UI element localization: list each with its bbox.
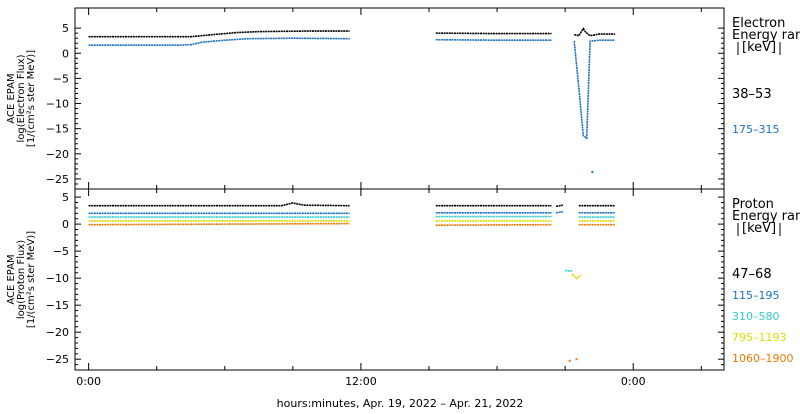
series-line-2 — [565, 269, 573, 272]
series-line-4 — [435, 223, 552, 226]
y-axis-label: ACE EPAMlog(Electron Flux)[1/(cm²s ster … — [6, 50, 37, 147]
x-axis-label: hours:minutes, Apr. 19, 2022 – Apr. 21, … — [277, 397, 524, 410]
legend-title-line: Energy ran — [732, 28, 800, 43]
plot-frame — [74, 188, 725, 371]
y-tick-label: 0 — [62, 218, 69, 231]
y-axis-label-line: [1/(cm²s ster MeV)] — [26, 50, 37, 147]
y-axis-label: ACE EPAMlog(Proton Flux)[1/(cm²s ster Me… — [6, 231, 37, 328]
y-axis-label-line: ACE EPAM — [6, 254, 17, 304]
series-line-0 — [88, 202, 350, 207]
legend-entry: 310–580 — [732, 310, 780, 323]
y-tick-label: −20 — [46, 326, 69, 339]
legend-title-line: Energy ran — [732, 209, 800, 224]
legend-title-line: Electron — [732, 16, 785, 31]
time-axis: 0:00 12:00 0:00 hours:minutes, Apr. 19, 202… — [76, 375, 645, 410]
series-line-0 — [88, 30, 350, 38]
series-line-1 — [88, 37, 350, 47]
legend-entry: 1060–1900 — [732, 352, 794, 365]
legend-entry: 175–315 — [732, 123, 780, 136]
y-tick-label: −25 — [46, 173, 69, 186]
y-axis-label-line: log(Proton Flux) — [16, 240, 27, 319]
series-line-0 — [555, 204, 564, 208]
legend-entry: 47–68 — [732, 267, 772, 282]
legend-entry: 795–1193 — [732, 331, 787, 344]
series-line-1 — [435, 38, 552, 42]
y-tick-label: −25 — [46, 353, 69, 366]
y-tick-label: 0 — [62, 47, 69, 60]
y-tick-label: −20 — [46, 148, 69, 161]
series-line-0 — [574, 27, 616, 37]
legend-title-line: Proton — [732, 197, 774, 212]
legend-title-line: [keV] — [742, 40, 776, 55]
legend-title-line: [keV] — [742, 221, 776, 236]
y-tick-label: −10 — [46, 272, 69, 285]
y-tick-label: −15 — [46, 123, 69, 136]
x-tick-label: 0:00 — [621, 375, 646, 388]
series-point-4 — [575, 358, 578, 361]
legend-entry: 38–53 — [732, 87, 772, 102]
series-line-0 — [435, 32, 552, 35]
y-tick-label: −10 — [46, 98, 69, 111]
series-line-1 — [555, 210, 564, 214]
x-tick-label: 12:00 — [345, 375, 377, 388]
series-point-4 — [568, 359, 571, 362]
y-tick-label: 5 — [62, 191, 69, 204]
x-tick-label: 0:00 — [76, 375, 101, 388]
y-tick-label: 5 — [62, 22, 69, 35]
y-axis-label-line: ACE EPAM — [6, 73, 17, 123]
y-tick-label: −5 — [53, 72, 69, 85]
series-line-4 — [88, 222, 350, 226]
y-tick-label: −15 — [46, 299, 69, 312]
y-axis-label-line: [1/(cm²s ster MeV)] — [26, 231, 37, 328]
y-axis-label-line: log(Electron Flux) — [16, 54, 27, 142]
series-line-3 — [571, 273, 582, 280]
legend-entry: 115–195 — [732, 289, 780, 302]
plot-frame — [74, 7, 725, 190]
y-tick-label: −5 — [53, 245, 69, 258]
series-point-1 — [591, 170, 594, 173]
proton-panel: 5 0 −5 −10 −15 −20 −25 ACE EPAMlog(Proton Flux)… — [6, 188, 800, 371]
series-line-1 — [573, 39, 616, 140]
electron-panel: 5 0 −5 −10 −15 −20 −25 ACE EPAMlog(Electron Flu… — [6, 7, 800, 190]
